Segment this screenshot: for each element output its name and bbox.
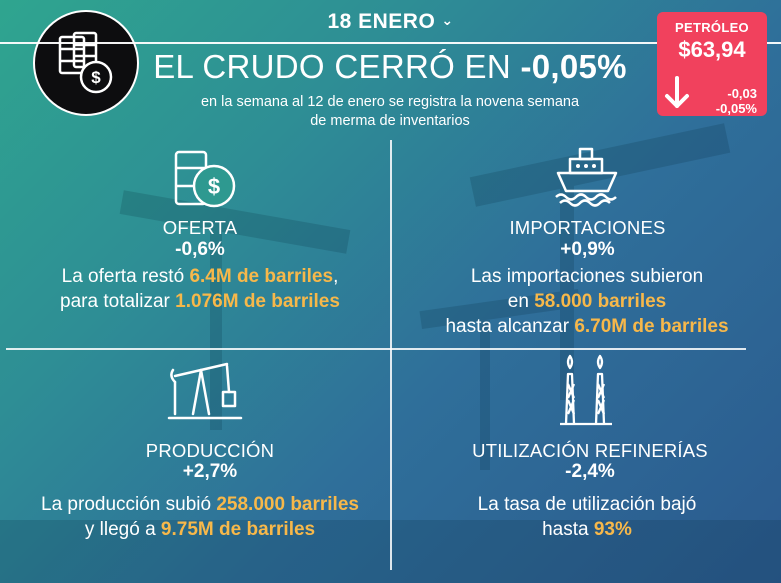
oferta-pct: -0,6% <box>175 239 225 260</box>
ship-icon <box>555 147 618 207</box>
importaciones-pct: +0,9% <box>560 239 615 260</box>
title-value: -0,05% <box>520 48 627 85</box>
pumpjack-icon <box>167 362 243 420</box>
importaciones-description: Las importaciones subieron en 58.000 bar… <box>445 266 729 337</box>
produccion-title: PRODUCCIÓN <box>145 440 275 461</box>
date-selector[interactable]: 18 ENERO ⌄ <box>0 10 781 34</box>
svg-text:$: $ <box>91 68 101 87</box>
refinery-icon <box>560 354 612 426</box>
page-title: EL CRUDO CERRÓ EN -0,05% <box>153 48 627 85</box>
page-subtitle: en la semana al 12 de enero se registra … <box>200 94 580 129</box>
refinerias-pct: -2,4% <box>565 461 615 482</box>
produccion-description: La producción subió 258.000 barriles y l… <box>41 494 359 540</box>
arrow-down-icon <box>665 76 689 108</box>
barrels-dollar-badge: $ <box>33 10 139 116</box>
refinerias-title: UTILIZACIÓN REFINERÍAS <box>472 440 708 461</box>
oil-price-card: PETRÓLEO $63,94 -0,03 -0,05% <box>657 12 767 116</box>
vertical-divider <box>390 140 392 570</box>
price-label: PETRÓLEO <box>675 20 749 35</box>
barrel-dollar-icon: $ <box>174 150 236 208</box>
price-value: $63,94 <box>678 37 746 62</box>
price-change: -0,03 -0,05% <box>715 86 757 116</box>
date-label: 18 ENERO <box>327 10 436 33</box>
horizontal-divider <box>6 348 746 350</box>
oferta-title: OFERTA <box>162 217 238 238</box>
refinerias-description: La tasa de utilización bajó hasta 93% <box>477 494 697 540</box>
oferta-description: La oferta restó 6.4M de barriles, para t… <box>60 266 340 312</box>
barrels-dollar-icon: $ <box>58 31 113 94</box>
svg-text:$: $ <box>208 174 220 199</box>
header-divider <box>0 42 781 44</box>
produccion-pct: +2,7% <box>182 461 238 482</box>
chevron-down-icon: ⌄ <box>441 12 454 28</box>
importaciones-title: IMPORTACIONES <box>509 217 666 238</box>
